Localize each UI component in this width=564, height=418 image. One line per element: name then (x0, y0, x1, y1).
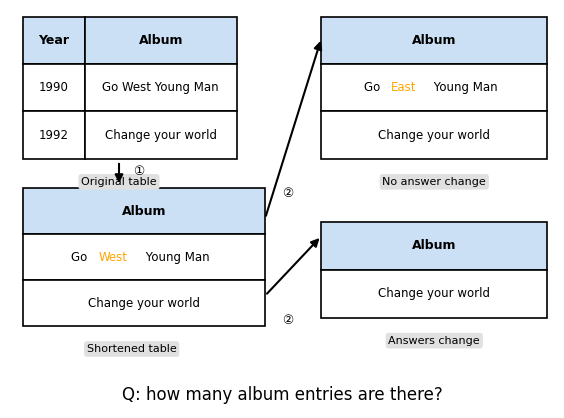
Text: Q: how many album entries are there?: Q: how many album entries are there? (122, 386, 442, 404)
Text: Album: Album (412, 239, 456, 252)
Text: 1990: 1990 (39, 81, 69, 94)
Bar (85, 64, 237, 112)
Text: Young Man: Young Man (142, 250, 209, 264)
Text: Young Man: Young Man (430, 81, 497, 94)
Text: East: East (391, 81, 416, 94)
Bar (23, 188, 265, 234)
Text: Year: Year (38, 34, 69, 47)
Bar (321, 64, 547, 112)
Text: Album: Album (122, 204, 166, 218)
Text: Album: Album (139, 34, 183, 47)
Text: ②: ② (282, 314, 293, 327)
Text: Go West Young Man: Go West Young Man (103, 81, 219, 94)
Bar (23, 64, 85, 112)
Bar (23, 17, 85, 64)
Text: Original table: Original table (81, 177, 157, 187)
Bar (321, 112, 547, 159)
Text: Change your world: Change your world (105, 129, 217, 142)
Bar (23, 112, 85, 159)
Text: ①: ① (133, 165, 144, 178)
Text: Change your world: Change your world (378, 287, 490, 300)
Text: Go: Go (72, 250, 91, 264)
Bar (321, 222, 547, 270)
Bar (321, 17, 547, 64)
Text: Album: Album (412, 34, 456, 47)
Text: West: West (99, 250, 127, 264)
Text: Shortened table: Shortened table (87, 344, 177, 354)
Text: Go: Go (364, 81, 384, 94)
Bar (23, 280, 265, 326)
Bar (85, 17, 237, 64)
Bar (23, 234, 265, 280)
Text: 1992: 1992 (39, 129, 69, 142)
Bar (85, 112, 237, 159)
Text: No answer change: No answer change (382, 177, 486, 187)
Text: Answers change: Answers change (389, 336, 480, 346)
Text: ②: ② (282, 187, 293, 200)
Text: Change your world: Change your world (88, 296, 200, 310)
Bar (321, 270, 547, 318)
Text: Change your world: Change your world (378, 129, 490, 142)
